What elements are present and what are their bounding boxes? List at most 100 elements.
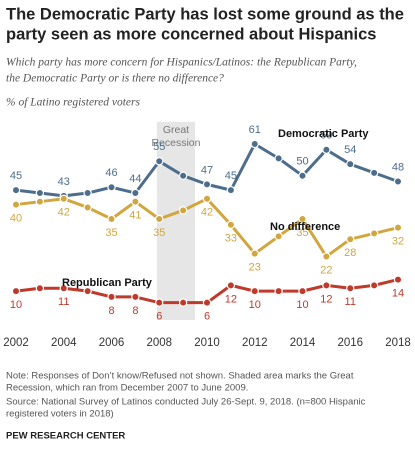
- x-tick-label: 2010: [194, 337, 220, 349]
- point: [202, 194, 212, 203]
- x-tick-label: 2012: [242, 337, 268, 349]
- value-label: 8: [108, 305, 114, 317]
- value-label: 45: [225, 170, 237, 182]
- point: [202, 180, 212, 189]
- point: [83, 203, 92, 212]
- value-label: 45: [10, 170, 22, 182]
- value-label: 10: [249, 299, 261, 311]
- chart-title: The Democratic Party has lost some groun…: [6, 5, 404, 23]
- value-label: 61: [249, 124, 261, 136]
- point: [226, 185, 236, 195]
- point: [369, 281, 379, 290]
- subtitle: the Democratic Party or is there no diff…: [6, 73, 224, 85]
- value-label: 32: [392, 236, 404, 248]
- value-label: 47: [201, 164, 213, 176]
- value-label: 54: [344, 144, 356, 156]
- point: [250, 249, 259, 258]
- point: [11, 200, 21, 209]
- point: [346, 284, 355, 293]
- point: [393, 223, 403, 232]
- value-label: 33: [225, 233, 237, 245]
- shade-label: Recession: [151, 137, 200, 149]
- point: [131, 188, 140, 198]
- point: [59, 194, 68, 203]
- series-label: Republican Party: [62, 277, 153, 289]
- x-tick-label: 2008: [146, 337, 172, 349]
- value-label: 23: [249, 262, 261, 274]
- point: [322, 145, 331, 154]
- point: [178, 298, 188, 307]
- series-label: Democratic Party: [278, 128, 369, 140]
- value-label: 42: [58, 207, 70, 219]
- value-label: 42: [201, 207, 213, 219]
- value-label: 43: [58, 176, 70, 188]
- point: [274, 286, 283, 296]
- value-label: 35: [153, 227, 165, 239]
- value-label: 6: [204, 311, 210, 323]
- footer: PEW RESEARCH CENTER: [6, 431, 125, 442]
- value-label: 28: [344, 247, 356, 259]
- value-label: 44: [129, 173, 141, 185]
- point: [322, 281, 331, 290]
- subtitle: Which party has more concern for Hispani…: [6, 57, 357, 69]
- value-label: 11: [58, 296, 69, 308]
- point: [35, 188, 45, 198]
- point: [369, 229, 379, 238]
- x-tick-label: 2016: [337, 337, 363, 349]
- shade-label: Great: [163, 124, 189, 136]
- point: [274, 232, 283, 241]
- point: [83, 188, 92, 198]
- value-label: 10: [10, 299, 22, 311]
- point: [83, 286, 92, 296]
- value-label: 22: [320, 264, 332, 276]
- point: [202, 298, 212, 307]
- value-label: 11: [345, 296, 356, 308]
- point: [322, 252, 331, 261]
- note: Note: Responses of Don’t know/Refused no…: [6, 371, 354, 382]
- point: [11, 286, 21, 296]
- point: [369, 168, 379, 178]
- chart-title: party seen as more concerned about Hispa…: [6, 25, 376, 43]
- point: [298, 171, 307, 180]
- point: [107, 292, 116, 302]
- point: [178, 171, 188, 180]
- value-label: 12: [320, 293, 332, 305]
- value-label: 48: [392, 161, 404, 173]
- point: [11, 185, 21, 195]
- value-label: 41: [129, 210, 141, 222]
- point: [35, 197, 45, 206]
- x-tick-label: 2002: [3, 337, 29, 349]
- value-label: 35: [296, 227, 308, 239]
- shaded-area: [156, 122, 196, 320]
- point: [107, 214, 116, 224]
- point: [346, 159, 355, 169]
- point: [35, 284, 45, 293]
- point: [298, 214, 307, 224]
- x-tick-label: 2014: [290, 337, 316, 349]
- point: [250, 286, 259, 296]
- point: [298, 286, 307, 296]
- point: [346, 234, 355, 244]
- value-label: 50: [296, 156, 308, 168]
- point: [250, 139, 259, 149]
- value-label: 12: [225, 293, 237, 305]
- point: [274, 154, 283, 163]
- value-label: 55: [153, 141, 165, 153]
- x-tick-label: 2018: [385, 337, 411, 349]
- x-tick-label: 2004: [51, 337, 77, 349]
- value-label: 40: [10, 212, 22, 224]
- point: [155, 214, 164, 224]
- value-label: 14: [392, 288, 404, 300]
- value-label: 6: [156, 311, 162, 323]
- value-label: 59: [320, 130, 332, 142]
- point: [226, 220, 236, 229]
- point: [131, 197, 140, 206]
- point: [155, 298, 164, 307]
- value-label: 46: [105, 167, 117, 179]
- source: registered voters in 2018): [6, 409, 114, 420]
- point: [178, 206, 188, 215]
- point: [155, 157, 164, 166]
- value-label: 10: [296, 299, 308, 311]
- source: Source: National Survey of Latinos condu…: [6, 397, 366, 408]
